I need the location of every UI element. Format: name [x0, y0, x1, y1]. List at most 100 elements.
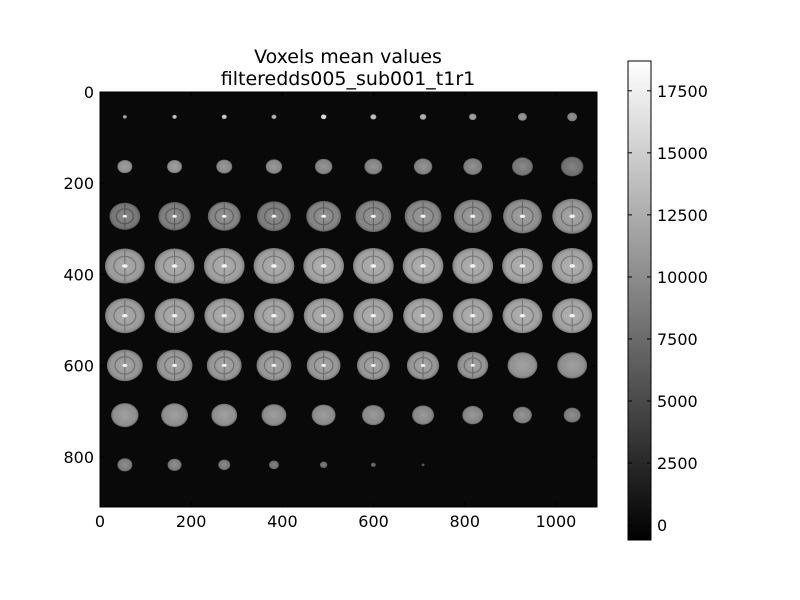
brain-slice [261, 404, 287, 427]
colorbar-tick-label: 17500 [657, 82, 708, 101]
brain-slice [356, 350, 390, 380]
brain-slice [109, 202, 141, 230]
brain-slice [406, 351, 440, 380]
brain-slice [314, 158, 333, 175]
brain-slice [207, 201, 241, 231]
brain-slice [319, 461, 328, 469]
x-tick-label: 800 [449, 512, 480, 531]
brain-slice [306, 350, 341, 381]
brain-slice [412, 405, 434, 425]
brain-slice [517, 112, 527, 121]
colorbar-tick-label: 0 [657, 516, 667, 535]
brain-slice [513, 406, 532, 424]
brain-slice [104, 298, 145, 334]
colorbar-ticks: 0 2500 5000 7500 10000 12500 15000 17500 [628, 82, 708, 535]
brain-slice [503, 199, 542, 234]
chart-title: Voxels mean values [254, 46, 442, 68]
brain-slice [172, 114, 177, 119]
brain-slice [303, 298, 344, 334]
brain-slice [206, 350, 242, 381]
brain-slice [104, 248, 145, 284]
brain-slice [221, 114, 227, 120]
brain-slice [469, 113, 477, 121]
brain-slice [551, 248, 593, 284]
x-tick-label: 1000 [536, 512, 577, 531]
brain-slice [404, 200, 442, 233]
colorbar-tick-label: 10000 [657, 268, 708, 287]
brain-slice [268, 460, 279, 470]
brain-slice [218, 459, 231, 471]
brain-slice [567, 112, 578, 122]
brain-slice [453, 199, 492, 233]
brain-slice [413, 158, 433, 175]
colorbar-tick-label: 5000 [657, 392, 698, 411]
brain-slice [352, 248, 394, 284]
brain-slice [560, 156, 584, 177]
brain-slice [154, 248, 195, 284]
brain-slice [156, 349, 193, 382]
x-tick-label: 600 [358, 512, 389, 531]
brain-slice [158, 202, 191, 231]
brain-slice [117, 160, 133, 174]
brain-slice [557, 352, 588, 379]
brain-slice [167, 458, 182, 471]
plot-area [99, 91, 598, 508]
brain-slice [306, 200, 342, 232]
brain-slice [370, 462, 376, 468]
colorbar-gradient [627, 60, 652, 541]
brain-slice [563, 407, 581, 423]
brain-slice [502, 248, 543, 284]
brain-slice [512, 157, 533, 176]
brain-slice [320, 114, 327, 120]
x-tick-label: 400 [267, 512, 298, 531]
brain-slice [364, 158, 383, 175]
y-tick-label: 400 [63, 265, 94, 284]
chart-subtitle: filteredds005_sub001_t1r1 [221, 68, 475, 90]
colorbar-tick-label: 15000 [657, 144, 708, 163]
brain-slice [507, 352, 538, 379]
brain-slice [106, 349, 143, 382]
brain-slice [452, 248, 494, 284]
brain-slice [370, 114, 377, 120]
x-axis: 0 200 400 600 800 1000 [95, 92, 576, 531]
y-tick-label: 200 [63, 174, 94, 193]
brain-slice [203, 248, 245, 284]
brain-slice [303, 248, 345, 284]
y-axis: 0 200 400 600 800 [63, 83, 597, 467]
brain-slice [167, 160, 183, 174]
brain-slice [402, 248, 444, 284]
y-tick-label: 800 [63, 448, 94, 467]
brain-slice [257, 201, 291, 232]
brain-slice [254, 298, 294, 334]
y-tick-label: 0 [84, 83, 94, 102]
brain-slice [421, 463, 425, 467]
brain-slice [311, 404, 336, 426]
colorbar: 0 2500 5000 7500 10000 12500 15000 17500 [627, 60, 708, 541]
x-tick-label: 200 [176, 512, 207, 531]
colorbar-tick-label: 2500 [657, 454, 698, 473]
brain-slice [111, 403, 139, 428]
brain-slice [154, 298, 195, 334]
brain-slice [552, 198, 593, 234]
y-tick-label: 600 [63, 357, 94, 376]
colorbar-tick-label: 7500 [657, 330, 698, 349]
brain-slice [403, 298, 443, 334]
x-tick-label: 0 [95, 512, 105, 531]
brain-slice [462, 405, 484, 425]
brain-slice [463, 158, 483, 175]
brain-slice [452, 298, 493, 334]
brain-slice [502, 298, 543, 334]
brain-slice [457, 351, 489, 379]
brain-slice [271, 114, 277, 120]
brain-slice [552, 298, 593, 334]
brain-slice [161, 403, 188, 427]
brain-slice [253, 248, 295, 284]
colorbar-tick-label: 12500 [657, 206, 708, 225]
brain-slice [353, 298, 394, 334]
brain-slice [361, 405, 385, 426]
brain-slice [122, 115, 127, 119]
brain-slice [265, 159, 283, 174]
brain-slice [216, 159, 233, 174]
brain-slices [104, 112, 593, 472]
